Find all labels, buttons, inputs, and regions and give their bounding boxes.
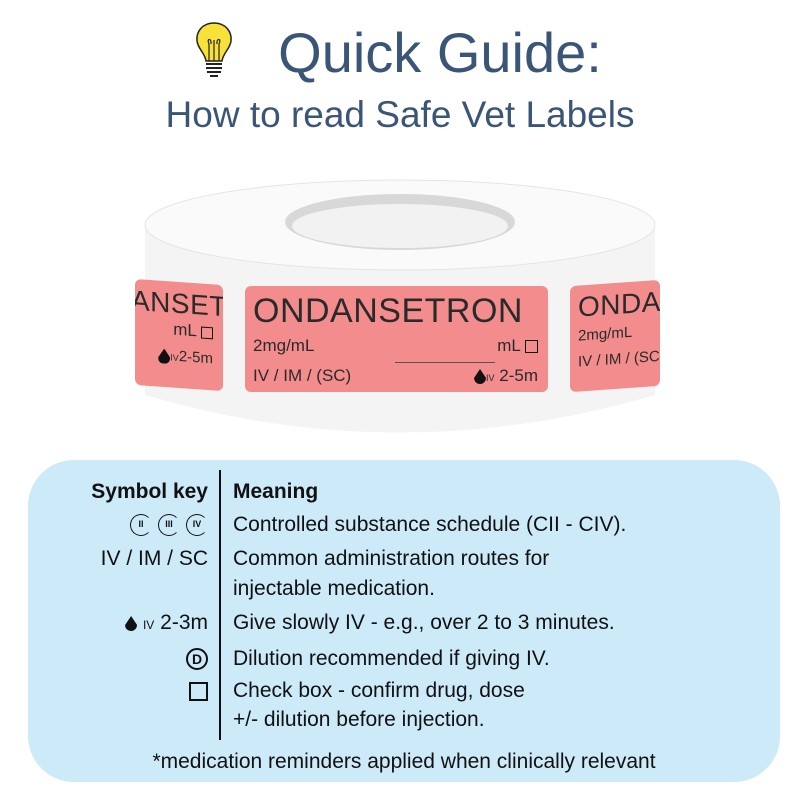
schedule-symbols: II III IV — [124, 511, 208, 539]
page-subtitle: How to read Safe Vet Labels — [165, 94, 635, 135]
dilution-icon: D — [186, 648, 208, 671]
routes: IV / IM / (SC) — [253, 366, 352, 385]
volume-line — [395, 362, 495, 363]
drop-icon — [474, 369, 487, 385]
lightbulb-icon — [196, 22, 232, 77]
schedule-iv-icon: IV — [186, 514, 208, 537]
checkbox-icon — [189, 681, 208, 701]
schedule-ii-icon: II — [130, 514, 152, 537]
iv-rate: IV 2-5m — [474, 366, 538, 386]
symbol-key-panel — [28, 460, 780, 782]
footnote: *medication reminders applied when clini… — [152, 750, 656, 773]
header: Quick Guide: How to read Safe Vet Labels — [0, 20, 800, 138]
column-divider — [219, 470, 221, 740]
page-title: Quick Guide: — [278, 21, 602, 84]
drop-icon — [158, 348, 170, 364]
label-main: ONDANSETRON 2mg/mL IV / IM / (SC) mL IV … — [245, 286, 548, 392]
checkbox-icon — [201, 326, 213, 339]
volume-field: mL — [497, 336, 538, 356]
symbol-key-header: Symbol key — [91, 480, 208, 503]
label-side-right: ONDANSETRON 2mg/mL IV / IM / (SC) — [570, 279, 660, 393]
label-side-left: ANSETRON mL IV2-5m — [135, 278, 223, 392]
drug-name: ONDANSETRON — [253, 292, 523, 330]
meaning-header: Meaning — [233, 480, 319, 503]
checkbox-icon — [525, 340, 538, 354]
schedule-iii-icon: III — [158, 514, 180, 537]
concentration: 2mg/mL — [253, 336, 315, 355]
drop-icon — [125, 615, 138, 631]
